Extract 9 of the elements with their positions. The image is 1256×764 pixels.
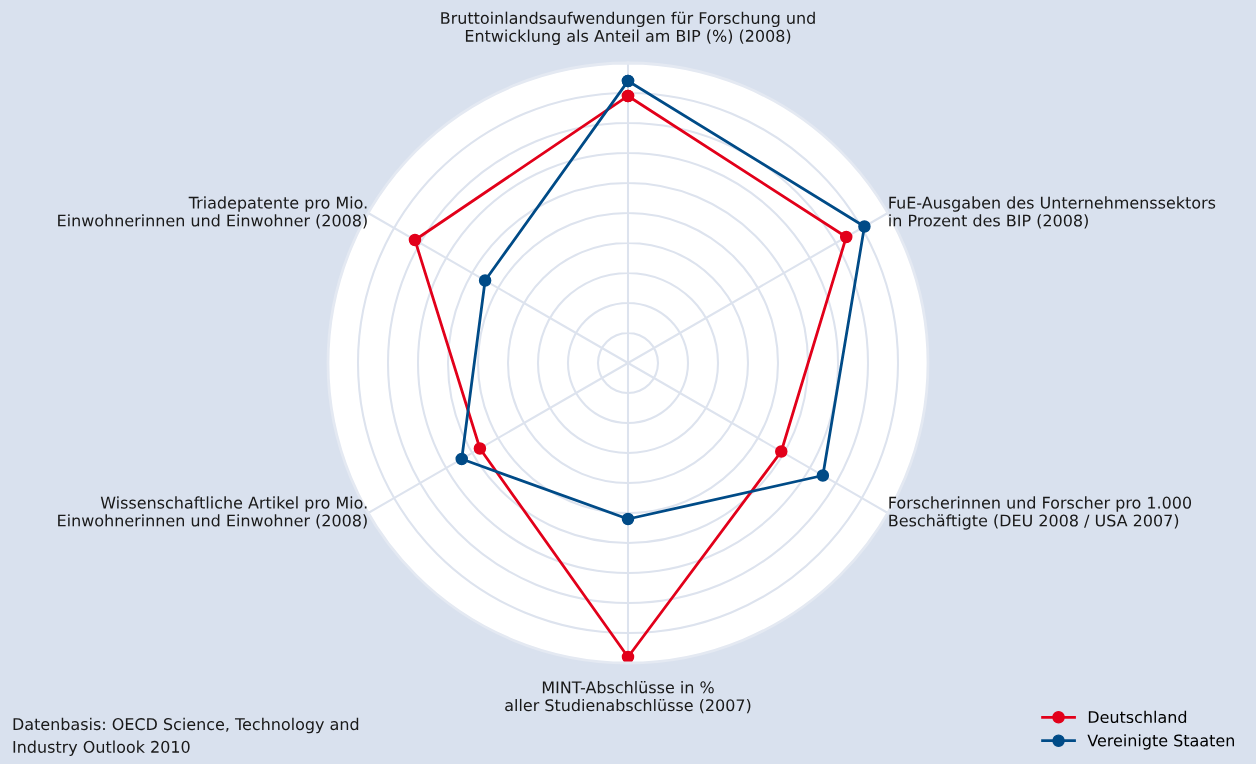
spoke-label: FuE-Ausgaben des Unternehmenssektors in Prozent des BIP (2008) xyxy=(889,196,1216,229)
legend-label: Deutschland xyxy=(1088,710,1187,724)
spoke-label: Forscherinnen und Forscher pro 1.000 Beschäftigte (DEU 2008 / USA 2007) xyxy=(889,496,1192,530)
spoke-label: Triadepatente pro Mio. Einwohnerinnen und Einwohner (2008) xyxy=(58,196,367,229)
spoke-label: Bruttoinlandsaufwendungen für Forschung und Entwicklung als Anteil am BIP (%) (2008) xyxy=(441,11,815,45)
spoke-label: MINT-Abschlüsse in % aller Studienabschlüsse (2007) xyxy=(505,681,751,714)
legend-label: Vereinigte Staaten xyxy=(1087,734,1234,750)
spoke-label: Wissenschaftliche Artikel pro Mio. Einwohnerinnen und Einwohner (2008) xyxy=(58,496,367,529)
text: Datenbasis: OECD Science, Technology and Industry Outlook 2010 xyxy=(13,717,359,756)
